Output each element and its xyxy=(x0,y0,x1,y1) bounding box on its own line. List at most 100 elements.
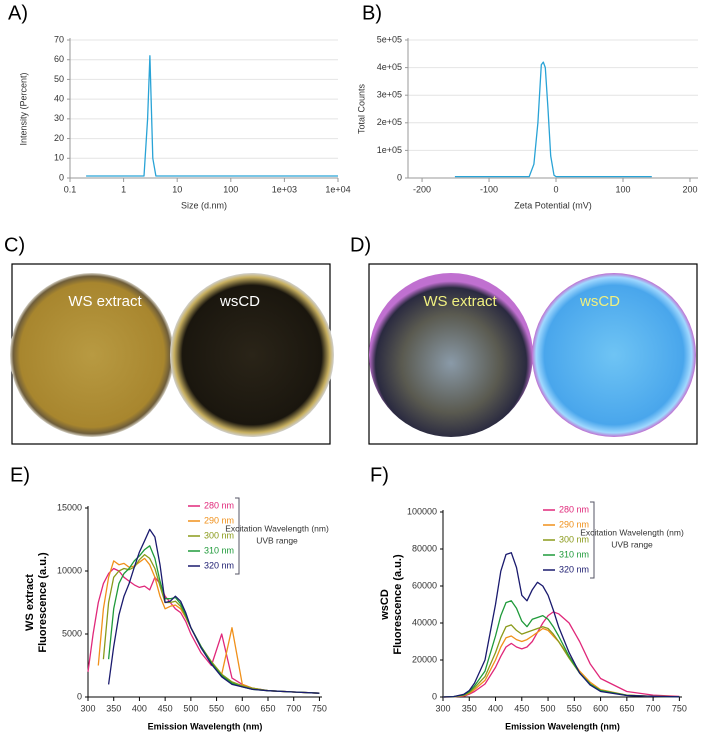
y-axis-label: Intensity (Percent) xyxy=(18,72,28,145)
x-tick-label: 500 xyxy=(183,703,198,713)
x-axis-label: Zeta Potential (mV) xyxy=(514,200,592,210)
y-tick-label: 3e+05 xyxy=(377,90,402,100)
y-tick-label: 70 xyxy=(54,34,64,44)
x-tick-label: 300 xyxy=(80,703,95,713)
photo-label: wsCD xyxy=(219,293,260,310)
y-tick-label: 0 xyxy=(397,172,402,182)
data-line xyxy=(442,611,680,698)
y-tick-label: 15000 xyxy=(57,502,82,512)
y-tick-label: 0 xyxy=(432,691,437,701)
photo-label: WS extract xyxy=(423,293,497,310)
legend-label: 310 nm xyxy=(559,549,589,559)
y-axis-label: Fluorescence (a.u.) xyxy=(37,552,49,653)
y-tick-label: 60000 xyxy=(412,580,437,590)
x-tick-label: 300 xyxy=(435,703,450,713)
panel-label: F) xyxy=(370,464,389,486)
y-tick-label: 60 xyxy=(54,54,64,64)
data-line xyxy=(107,528,320,694)
x-tick-label: 550 xyxy=(567,703,582,713)
panel-label: B) xyxy=(362,2,382,24)
x-tick-label: 100 xyxy=(615,184,630,194)
x-tick-label: 1e+03 xyxy=(272,184,297,194)
data-line xyxy=(442,627,680,698)
photo-label: WS extract xyxy=(68,293,142,310)
x-tick-label: 750 xyxy=(312,703,327,713)
x-axis-label: Size (d.nm) xyxy=(181,200,227,210)
x-tick-label: 350 xyxy=(462,703,477,713)
data-line xyxy=(87,567,320,694)
y-tick-label: 40 xyxy=(54,94,64,104)
y-tick-label: 5000 xyxy=(62,628,82,638)
x-tick-label: 350 xyxy=(106,703,121,713)
chart: E) 0 5000 10000 15000 300 350 400 450 500 550 600 65… xyxy=(10,464,329,731)
x-tick-label: 650 xyxy=(260,703,275,713)
x-axis-label: Emission Wavelength (nm) xyxy=(505,721,620,731)
legend-label: 300 nm xyxy=(559,534,589,544)
x-tick-label: 0.1 xyxy=(64,184,77,194)
data-line xyxy=(442,552,680,698)
x-tick-label: 700 xyxy=(646,703,661,713)
dish xyxy=(532,273,696,437)
dish xyxy=(10,273,174,437)
y-tick-label: 10 xyxy=(54,153,64,163)
data-line xyxy=(102,553,320,694)
data-line xyxy=(97,557,320,694)
y-tick-label: 50 xyxy=(54,74,64,84)
x-tick-label: 0 xyxy=(554,184,559,194)
y-axis-label: Fluorescence (a.u.) xyxy=(392,554,404,655)
x-tick-label: 200 xyxy=(682,184,697,194)
legend-note: Excitation Wavelength (nm) xyxy=(580,527,684,537)
legend-bracket xyxy=(235,497,240,575)
legend-label: 290 nm xyxy=(204,515,234,525)
panel-label: D) xyxy=(350,234,371,256)
x-tick-label: 650 xyxy=(619,703,634,713)
y-tick-label: 0 xyxy=(59,172,64,182)
legend-label: 290 nm xyxy=(559,519,589,529)
y-axis-label: Total Counts xyxy=(356,83,366,134)
data-line xyxy=(86,55,338,177)
legend-label: 280 nm xyxy=(204,500,234,510)
dish xyxy=(369,273,533,437)
panel-label: A) xyxy=(8,2,28,24)
legend-label: 320 nm xyxy=(204,560,234,570)
x-tick-label: 450 xyxy=(158,703,173,713)
y-axis-label: wsCD xyxy=(379,589,391,621)
x-tick-label: 750 xyxy=(672,703,687,713)
x-tick-label: -200 xyxy=(413,184,431,194)
y-tick-label: 0 xyxy=(77,691,82,701)
x-tick-label: 1 xyxy=(121,184,126,194)
y-tick-label: 80000 xyxy=(412,543,437,553)
legend-label: 300 nm xyxy=(204,530,234,540)
legend-bracket xyxy=(590,501,595,579)
photo-label: wsCD xyxy=(579,293,620,310)
x-tick-label: 700 xyxy=(286,703,301,713)
y-tick-label: 20 xyxy=(54,133,64,143)
legend-label: 320 nm xyxy=(559,564,589,574)
x-tick-label: 600 xyxy=(593,703,608,713)
x-tick-label: 500 xyxy=(541,703,556,713)
y-axis-label: WS extract xyxy=(24,574,36,631)
y-tick-label: 30 xyxy=(54,113,64,123)
legend-label: 310 nm xyxy=(204,545,234,555)
panel-label: E) xyxy=(10,464,30,486)
y-tick-label: 20000 xyxy=(412,654,437,664)
photo-d: D) WS extract wsCD xyxy=(350,234,698,445)
chart: A) 0 10 20 30 40 50 60 70 0.1 1 10 100 1e+03 1e+04 Size… xyxy=(8,2,351,210)
y-tick-label: 100000 xyxy=(407,506,437,516)
legend-note: UVB range xyxy=(611,539,653,549)
legend-note: Excitation Wavelength (nm) xyxy=(225,523,329,533)
x-tick-label: 100 xyxy=(223,184,238,194)
x-tick-label: 1e+04 xyxy=(325,184,350,194)
chart: B) 0 1e+05 2e+05 3e+05 4e+05 5e+05 -200 -100 0 100… xyxy=(356,2,698,210)
x-tick-label: 450 xyxy=(514,703,529,713)
panel-label: C) xyxy=(4,234,25,256)
x-tick-label: 550 xyxy=(209,703,224,713)
chart: F) 0 20000 40000 60000 80000 100000 300 350 400 45… xyxy=(370,464,687,731)
y-tick-label: 40000 xyxy=(412,617,437,627)
photo-c: C) WS extract wsCD xyxy=(4,234,334,445)
y-tick-label: 2e+05 xyxy=(377,117,402,127)
legend-note: UVB range xyxy=(256,535,298,545)
x-tick-label: -100 xyxy=(480,184,498,194)
x-tick-label: 600 xyxy=(235,703,250,713)
